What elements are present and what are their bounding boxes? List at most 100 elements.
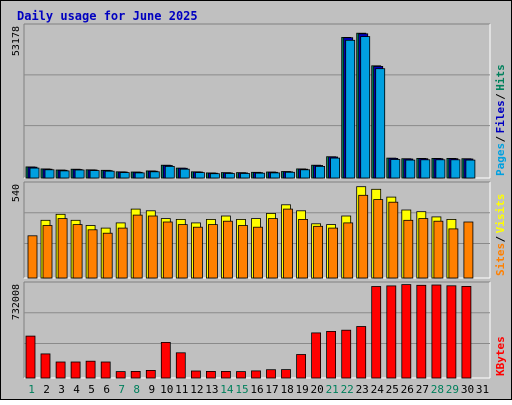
x-tick-label: 15 (235, 383, 248, 396)
bar-sites-day-21 (328, 227, 339, 279)
x-tick-label: 11 (175, 383, 188, 396)
bar-pages-day-23 (360, 36, 371, 179)
bar-sites-day-11 (177, 224, 188, 279)
bar-sites-day-26 (403, 219, 414, 279)
x-tick-label: 19 (295, 383, 308, 396)
x-tick-label: 25 (386, 383, 399, 396)
bar-kbytes-day-5 (85, 360, 96, 379)
legend-sites: Sites (494, 243, 507, 276)
bar-kbytes-day-28 (431, 284, 442, 379)
panel-middle: 540 Sites/ Visits (11, 181, 507, 279)
bar-kbytes-day-17 (266, 369, 276, 379)
x-tick-label: 10 (160, 383, 173, 396)
x-tick-label: 20 (310, 383, 323, 396)
bar-sites-day-22 (343, 222, 354, 279)
panel-max-label: 53178 (11, 26, 22, 56)
bar-kbytes-day-9 (145, 369, 156, 379)
bar-sites-day-6 (102, 232, 113, 279)
bar-pages-day-10 (164, 165, 175, 179)
bar-pages-day-4 (74, 169, 85, 179)
bar-pages-day-6 (104, 170, 115, 179)
bar-kbytes-day-15 (236, 371, 246, 379)
bar-sites-day-2 (42, 225, 53, 279)
bar-pages-day-18 (285, 171, 295, 179)
x-axis-labels: 1 2 3 4 5 6 7 8 9 10 11 12 13 14 15 16 17 18 19 20 21 22 23 24 2… (28, 383, 489, 396)
x-tick-label: 4 (73, 383, 80, 396)
bar-pages-day-24 (375, 68, 386, 179)
bar-kbytes-day-14 (220, 370, 231, 379)
x-tick-label: 2 (43, 383, 50, 396)
bar-sites-day-19 (298, 218, 309, 279)
bar-pages-day-22 (345, 39, 356, 179)
bar-kbytes-day-18 (281, 369, 291, 379)
bar-sites-day-29 (448, 228, 459, 279)
panel-middle-legend: Sites/ Visits (494, 194, 507, 276)
bar-sites-day-16 (253, 226, 263, 279)
bar-kbytes-day-29 (446, 285, 457, 379)
legend-separator: / (494, 236, 507, 243)
bar-sites-day-17 (268, 218, 278, 279)
bar-sites-day-20 (313, 225, 324, 279)
x-tick-label: 7 (118, 383, 125, 396)
bar-pages-day-1 (29, 167, 40, 179)
bar-kbytes-day-26 (401, 284, 412, 379)
bar-kbytes-day-22 (341, 329, 352, 379)
bar-kbytes-day-30 (461, 285, 472, 379)
legend-separator: / (494, 136, 507, 143)
bar-kbytes-day-7 (115, 371, 126, 379)
x-tick-label: 5 (88, 383, 95, 396)
bar-kbytes-day-6 (100, 361, 111, 379)
bar-sites-day-3 (57, 218, 68, 279)
bar-kbytes-day-23 (356, 326, 367, 379)
bar-sites-day-7 (117, 227, 128, 279)
x-tick-label: 6 (103, 383, 110, 396)
bar-pages-day-15 (240, 173, 250, 179)
bar-sites-day-28 (433, 220, 444, 279)
bar-pages-day-13 (209, 173, 220, 179)
bar-pages-day-12 (194, 172, 205, 179)
bar-sites-day-15 (238, 225, 248, 279)
bar-sites-day-25 (388, 201, 399, 279)
chart-panels: 53178Pages/Files/Hits540Sites/Visits7320… (11, 23, 507, 379)
bar-kbytes-day-20 (311, 332, 322, 379)
bar-kbytes-day-2 (40, 353, 51, 379)
bar-pages-day-7 (119, 172, 130, 179)
panel-max-label: 540 (11, 184, 22, 202)
bar-pages-day-11 (179, 168, 190, 179)
bar-kbytes-day-12 (190, 370, 201, 379)
bar-kbytes-day-24 (371, 286, 382, 379)
bar-pages-day-27 (420, 159, 431, 179)
bar-sites-day-27 (418, 218, 429, 279)
bar-pages-day-14 (224, 173, 235, 179)
legend-pages: Pages (494, 143, 507, 176)
bar-sites-day-23 (358, 194, 369, 279)
x-tick-label: 12 (190, 383, 203, 396)
bar-sites-day-8 (132, 214, 143, 279)
legend-visits: Visits (494, 194, 507, 234)
legend-hits: Hits (494, 64, 507, 91)
bar-pages-day-25 (390, 159, 401, 179)
bar-pages-day-19 (300, 169, 311, 179)
bar-pages-day-30 (465, 159, 476, 179)
bar-pages-day-21 (330, 157, 341, 179)
bar-pages-day-16 (255, 172, 265, 179)
bar-kbytes-day-10 (160, 341, 171, 379)
bar-sites-day-12 (192, 226, 203, 279)
legend-separator: / (494, 93, 507, 100)
bar-pages-day-20 (315, 165, 326, 179)
x-tick-label: 9 (148, 383, 155, 396)
x-tick-label: 3 (58, 383, 65, 396)
x-tick-label: 29 (446, 383, 459, 396)
panel-top-legend: Pages/Files/Hits (494, 64, 507, 176)
x-tick-label: 26 (401, 383, 414, 396)
bar-kbytes-day-21 (326, 330, 337, 379)
panel-max-label: 732008 (11, 284, 22, 320)
bar-pages-day-17 (270, 172, 280, 179)
x-tick-label: 30 (461, 383, 474, 396)
bar-kbytes-day-13 (205, 370, 216, 379)
bar-sites-day-24 (373, 199, 384, 279)
x-tick-label: 21 (326, 383, 339, 396)
